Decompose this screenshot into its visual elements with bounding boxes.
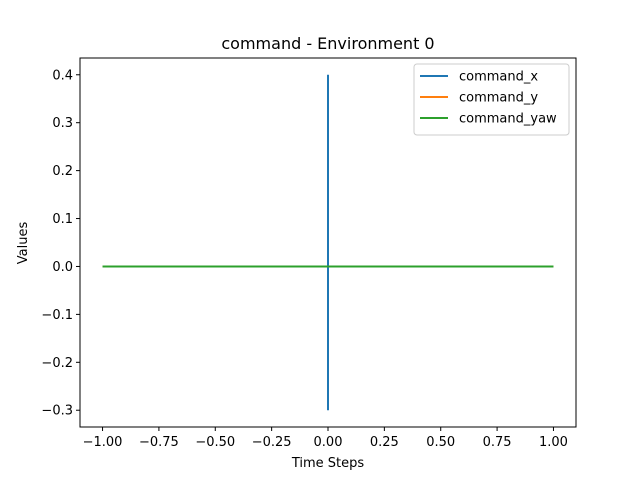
x-axis: −1.00 −0.75 −0.50 −0.25 0.00 0.25 0.50 0.75 1.00: [83, 427, 568, 450]
y-tick-label: −0.3: [41, 404, 73, 419]
y-axis: −0.3 −0.2 −0.1 0.0 0.1 0.2 0.3 0.4: [41, 68, 80, 419]
y-tick-label: 0.2: [52, 164, 73, 179]
x-tick-label: −0.50: [195, 435, 235, 450]
plot-area: [102, 74, 554, 411]
y-axis-title: Values: [16, 222, 31, 265]
y-tick-label: −0.2: [41, 356, 73, 371]
legend-label: command_yaw: [459, 112, 557, 127]
x-tick-label: −0.25: [252, 435, 292, 450]
x-tick-label: 0.75: [483, 435, 512, 450]
x-axis-title: Time Steps: [291, 456, 365, 471]
x-tick-label: −0.75: [139, 435, 179, 450]
legend-box: [413, 63, 570, 136]
legend-label: command_x: [459, 70, 538, 85]
x-tick-label: 0.00: [314, 435, 343, 450]
y-tick-label: −0.1: [41, 308, 73, 323]
legend-label: command_y: [459, 91, 538, 106]
x-tick-label: 0.50: [426, 435, 455, 450]
legend: command_x command_y command_yaw: [413, 63, 570, 136]
chart-title: command - Environment 0: [221, 34, 434, 53]
y-tick-label: 0.1: [52, 212, 73, 227]
x-tick-label: 0.25: [370, 435, 399, 450]
y-tick-label: 0.4: [52, 68, 73, 83]
x-tick-label: −1.00: [83, 435, 123, 450]
y-tick-label: 0.3: [52, 116, 73, 131]
y-tick-label: 0.0: [52, 260, 73, 275]
x-tick-label: 1.00: [539, 435, 568, 450]
